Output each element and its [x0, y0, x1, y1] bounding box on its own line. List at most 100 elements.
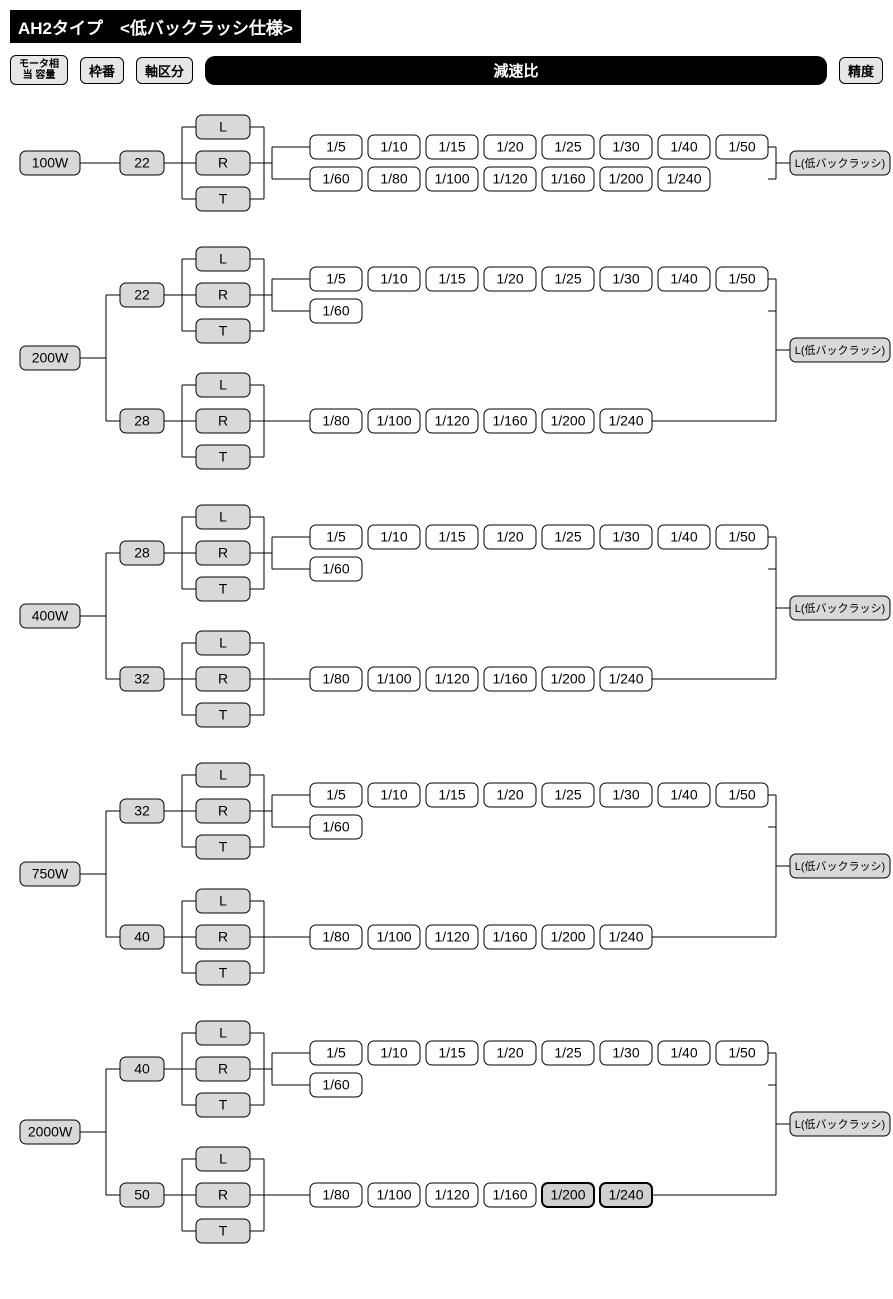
svg-text:1/15: 1/15 — [438, 139, 465, 155]
ratio-box: 1/200 — [600, 167, 652, 191]
ratio-box: 1/120 — [426, 1183, 478, 1207]
frame-box: 32 — [120, 799, 164, 823]
svg-text:1/10: 1/10 — [380, 1045, 407, 1061]
svg-text:28: 28 — [134, 545, 150, 561]
svg-text:1/30: 1/30 — [612, 529, 639, 545]
shaft-box: R — [196, 1057, 250, 1081]
ratio-box: 1/30 — [600, 135, 652, 159]
svg-text:1/20: 1/20 — [496, 1045, 523, 1061]
ratio-box: 1/40 — [658, 1041, 710, 1065]
svg-text:1/15: 1/15 — [438, 787, 465, 803]
shaft-box: R — [196, 409, 250, 433]
ratio-box: 1/60 — [310, 299, 362, 323]
ratio-box: 1/100 — [368, 925, 420, 949]
svg-text:1/50: 1/50 — [728, 1045, 755, 1061]
ratio-box: 1/60 — [310, 167, 362, 191]
diagram: LRT221/51/101/151/201/251/301/401/501/60… — [10, 105, 893, 1289]
shaft-box: T — [196, 1093, 250, 1117]
svg-text:L(低バックラッシ): L(低バックラッシ) — [795, 1118, 885, 1131]
svg-text:L: L — [219, 119, 227, 135]
svg-text:1/40: 1/40 — [670, 271, 697, 287]
svg-text:1/60: 1/60 — [322, 171, 349, 187]
ratio-box: 1/200 — [542, 1183, 594, 1207]
svg-text:T: T — [219, 323, 228, 339]
svg-text:1/20: 1/20 — [496, 139, 523, 155]
svg-text:1/25: 1/25 — [554, 787, 581, 803]
svg-text:1/5: 1/5 — [326, 139, 346, 155]
svg-text:28: 28 — [134, 413, 150, 429]
svg-text:L(低バックラッシ): L(低バックラッシ) — [795, 344, 885, 357]
shaft-box: R — [196, 667, 250, 691]
shaft-box: T — [196, 187, 250, 211]
svg-text:1/10: 1/10 — [380, 787, 407, 803]
ratio-box: 1/80 — [310, 1183, 362, 1207]
shaft-box: T — [196, 961, 250, 985]
svg-text:1/200: 1/200 — [550, 413, 585, 429]
svg-text:1/20: 1/20 — [496, 787, 523, 803]
ratio-box: 1/160 — [484, 925, 536, 949]
frame-box: 40 — [120, 925, 164, 949]
ratio-box: 1/20 — [484, 525, 536, 549]
svg-text:1/160: 1/160 — [550, 171, 585, 187]
shaft-box: T — [196, 1219, 250, 1243]
svg-text:32: 32 — [134, 671, 150, 687]
svg-text:1/120: 1/120 — [434, 413, 469, 429]
svg-text:1/15: 1/15 — [438, 529, 465, 545]
precision-box: L(低バックラッシ) — [790, 596, 890, 620]
svg-text:L: L — [219, 1151, 227, 1167]
svg-text:40: 40 — [134, 929, 150, 945]
ratio-box: 1/240 — [600, 667, 652, 691]
ratio-box: 1/40 — [658, 783, 710, 807]
svg-text:T: T — [219, 1097, 228, 1113]
svg-text:T: T — [219, 581, 228, 597]
svg-text:L: L — [219, 377, 227, 393]
shaft-box: L — [196, 247, 250, 271]
svg-text:1/50: 1/50 — [728, 271, 755, 287]
shaft-box: R — [196, 1183, 250, 1207]
svg-text:1/240: 1/240 — [608, 671, 643, 687]
frame-box: 40 — [120, 1057, 164, 1081]
ratio-box: 1/80 — [310, 667, 362, 691]
svg-text:1/5: 1/5 — [326, 1045, 346, 1061]
svg-text:1/100: 1/100 — [376, 671, 411, 687]
shaft-box: L — [196, 889, 250, 913]
svg-text:1/100: 1/100 — [376, 413, 411, 429]
svg-text:1/10: 1/10 — [380, 139, 407, 155]
ratio-box: 1/50 — [716, 525, 768, 549]
svg-text:1/80: 1/80 — [322, 671, 349, 687]
svg-text:1/60: 1/60 — [322, 819, 349, 835]
ratio-box: 1/25 — [542, 783, 594, 807]
svg-text:22: 22 — [134, 155, 150, 171]
shaft-box: R — [196, 541, 250, 565]
ratio-box: 1/25 — [542, 267, 594, 291]
shaft-box: L — [196, 1021, 250, 1045]
svg-text:1/30: 1/30 — [612, 139, 639, 155]
svg-text:1/60: 1/60 — [322, 1077, 349, 1093]
ratio-box: 1/120 — [426, 925, 478, 949]
frame-box: 22 — [120, 151, 164, 175]
svg-text:T: T — [219, 449, 228, 465]
svg-text:1/240: 1/240 — [608, 929, 643, 945]
svg-text:1/25: 1/25 — [554, 1045, 581, 1061]
ratio-box: 1/25 — [542, 525, 594, 549]
svg-text:T: T — [219, 839, 228, 855]
svg-text:1/25: 1/25 — [554, 139, 581, 155]
svg-text:1/160: 1/160 — [492, 413, 527, 429]
svg-text:R: R — [218, 929, 228, 945]
svg-text:1/160: 1/160 — [492, 929, 527, 945]
svg-text:200W: 200W — [32, 350, 69, 366]
ratio-box: 1/30 — [600, 525, 652, 549]
svg-text:1/160: 1/160 — [492, 671, 527, 687]
ratio-box: 1/15 — [426, 525, 478, 549]
ratio-box: 1/160 — [484, 409, 536, 433]
svg-text:1/60: 1/60 — [322, 561, 349, 577]
svg-text:1/30: 1/30 — [612, 787, 639, 803]
svg-text:1/200: 1/200 — [550, 1187, 585, 1203]
ratio-box: 1/25 — [542, 135, 594, 159]
svg-text:32: 32 — [134, 803, 150, 819]
shaft-box: L — [196, 631, 250, 655]
svg-text:R: R — [218, 803, 228, 819]
svg-text:1/80: 1/80 — [322, 413, 349, 429]
ratio-box: 1/50 — [716, 135, 768, 159]
ratio-box: 1/15 — [426, 783, 478, 807]
